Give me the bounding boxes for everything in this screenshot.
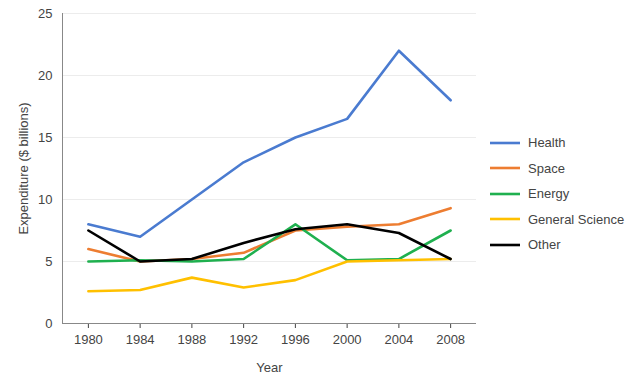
html-text:Space: Space	[528, 160, 565, 176]
svg-text:2008: 2008	[436, 332, 465, 347]
svg-text:5: 5	[45, 254, 52, 269]
svg-text:20: 20	[38, 68, 52, 83]
svg-text:25: 25	[38, 6, 52, 21]
html-text:Health: Health	[528, 135, 566, 151]
svg-text:Expenditure ($ billions): Expenditure ($ billions)	[16, 102, 31, 234]
svg-text:1988: 1988	[177, 332, 206, 347]
svg-text:Year: Year	[256, 360, 283, 375]
html-text:Other: Other	[528, 237, 561, 253]
svg-text:2004: 2004	[384, 332, 413, 347]
svg-text:1984: 1984	[126, 332, 155, 347]
svg-text:10: 10	[38, 192, 52, 207]
html-text:General Science: General Science	[528, 211, 625, 227]
html-text:Energy: Energy	[528, 186, 570, 202]
svg-text:15: 15	[38, 130, 52, 145]
svg-text:1992: 1992	[229, 332, 258, 347]
svg-text:0: 0	[45, 316, 52, 331]
svg-text:2000: 2000	[333, 332, 362, 347]
svg-text:1996: 1996	[281, 332, 310, 347]
svg-text:1980: 1980	[74, 332, 103, 347]
